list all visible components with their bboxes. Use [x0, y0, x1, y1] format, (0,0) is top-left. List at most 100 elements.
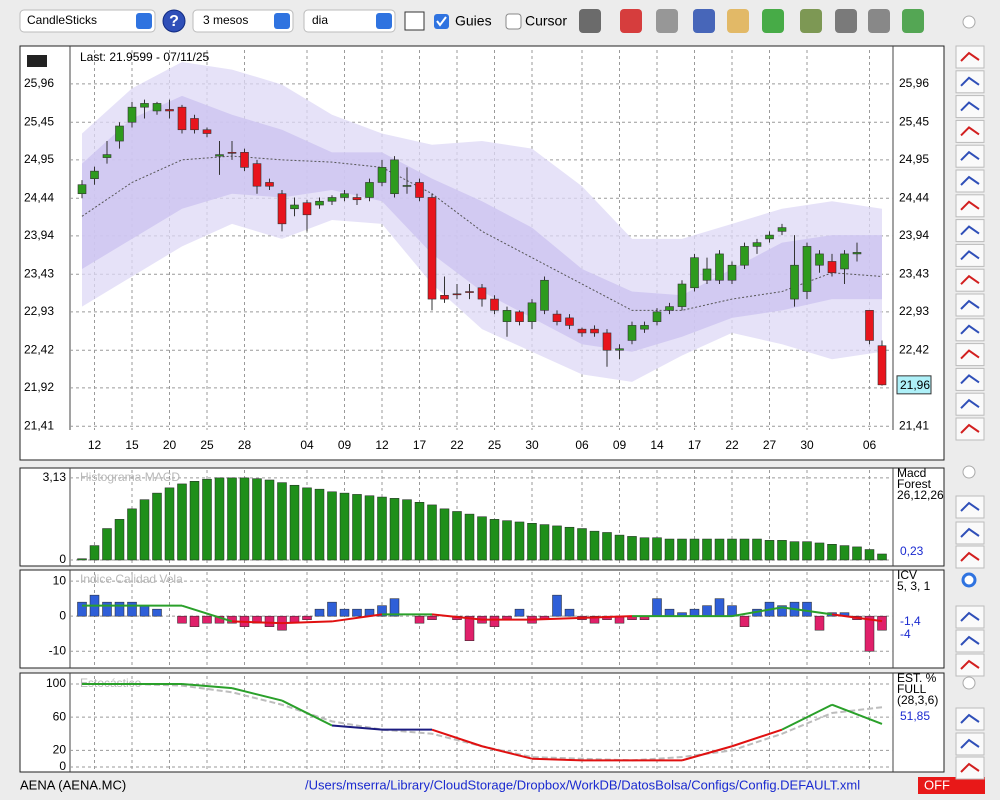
tool-icon[interactable] [868, 9, 890, 33]
tool-glyph [960, 611, 980, 622]
tool-button[interactable] [955, 629, 985, 653]
candle-body [740, 246, 749, 266]
series-line-segment [781, 703, 833, 731]
candle-body [315, 200, 324, 206]
chart-icon[interactable] [404, 11, 425, 31]
histogram-bar [514, 608, 525, 617]
tool-button[interactable] [955, 417, 985, 441]
period-select[interactable] [192, 9, 294, 33]
y-tick-label: 21,41 [24, 418, 54, 432]
tool-button[interactable] [955, 293, 985, 317]
x-tick-label: 25 [488, 438, 502, 452]
panel-radio [962, 465, 976, 479]
tool-glyph [960, 299, 980, 310]
tool-button[interactable] [955, 605, 985, 629]
series-line-segment [531, 757, 583, 762]
y-tick-label-right: 21,41 [899, 418, 929, 432]
tool-button[interactable] [955, 268, 985, 292]
cursor-label: Cursor [525, 13, 567, 29]
candle-body [827, 261, 837, 274]
histogram-bar [589, 615, 600, 624]
histogram-bar [314, 608, 325, 617]
tool-glyph [960, 738, 980, 749]
histogram-bar [814, 542, 825, 561]
tool-icon[interactable] [800, 9, 822, 33]
tool-button[interactable] [955, 194, 985, 218]
candle-body [490, 298, 499, 311]
tool-button[interactable] [955, 219, 985, 243]
histogram-bar [652, 598, 662, 617]
histogram-bar [152, 492, 162, 561]
signal-line [331, 613, 383, 623]
tool-button[interactable] [955, 521, 985, 545]
tool-button[interactable] [955, 545, 985, 569]
tool-glyph [960, 501, 980, 512]
signal-line [581, 615, 633, 619]
tool-button[interactable] [955, 343, 985, 367]
series-line-segment [431, 728, 483, 748]
last-price-box [896, 375, 932, 395]
histogram-bar [877, 553, 887, 561]
interval-value: dia [312, 13, 328, 27]
help-button[interactable] [162, 9, 186, 33]
candle-body [702, 268, 712, 281]
histogram-bar [477, 516, 487, 561]
tool-button[interactable] [955, 318, 985, 342]
status-box[interactable] [918, 777, 985, 794]
candle-body [77, 184, 87, 195]
tool-button[interactable] [955, 169, 985, 193]
histogram-bar [727, 538, 737, 561]
tool-icon[interactable] [727, 9, 749, 33]
tool-button[interactable] [955, 45, 985, 69]
tool-icon[interactable] [656, 9, 678, 33]
histogram-bar [639, 537, 650, 561]
candle-body [752, 242, 762, 247]
tool-button[interactable] [955, 70, 985, 94]
tool-button[interactable] [955, 119, 985, 143]
candle-body [90, 170, 99, 179]
tool-button[interactable] [955, 392, 985, 416]
cursor-checkbox[interactable] [505, 13, 522, 30]
histogram-bar [439, 508, 450, 561]
tool-button[interactable] [955, 95, 985, 119]
histogram-bar [202, 478, 212, 561]
histogram-bar [177, 615, 187, 624]
histogram-bar [227, 477, 237, 561]
tool-icon[interactable] [762, 9, 784, 33]
histogram-bar [627, 536, 637, 561]
tool-button[interactable] [955, 732, 985, 756]
tool-button[interactable] [955, 144, 985, 168]
tool-icon[interactable] [835, 9, 857, 33]
tool-icon[interactable] [693, 9, 715, 33]
signal-line [531, 616, 583, 621]
candle-body [252, 163, 262, 187]
tool-button[interactable] [955, 707, 985, 731]
candle-body [515, 311, 524, 322]
candle-body [652, 311, 662, 322]
tool-icon[interactable] [579, 9, 601, 33]
tool-button[interactable] [955, 243, 985, 267]
histogram-bar [339, 492, 350, 561]
histogram-bar [589, 530, 600, 561]
y-tick-label-right: 23,43 [899, 266, 929, 280]
tool-glyph [960, 398, 980, 409]
y-tick-label-right: 24,95 [899, 152, 929, 166]
tool-glyph [960, 423, 980, 434]
tool-button[interactable] [955, 367, 985, 391]
histogram-bar [689, 538, 700, 561]
tool-button[interactable] [955, 756, 985, 780]
interval-select[interactable] [303, 9, 396, 33]
histogram-bar [402, 499, 412, 561]
histogram-bar [339, 608, 350, 617]
tool-icon[interactable] [620, 9, 642, 33]
series-line-segment [281, 699, 333, 727]
histogram-bar [689, 608, 700, 617]
tool-button[interactable] [955, 495, 985, 519]
histogram-bar [114, 519, 125, 561]
candle-body [415, 182, 424, 198]
tool-button[interactable] [955, 653, 985, 677]
y-tick-label: 0 [59, 759, 66, 773]
chart-type-select[interactable] [19, 9, 156, 33]
tool-icon[interactable] [902, 9, 924, 33]
y-tick-label: 23,94 [24, 228, 54, 242]
